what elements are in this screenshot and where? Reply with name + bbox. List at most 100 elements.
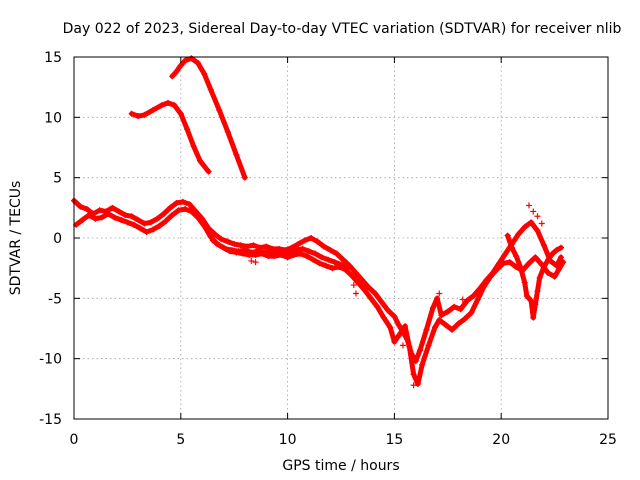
data-point	[299, 245, 306, 252]
data-point	[109, 204, 116, 211]
data-point	[402, 323, 409, 330]
data-point	[470, 292, 477, 299]
data-point	[188, 55, 195, 62]
data-point	[434, 295, 441, 302]
data-point	[177, 62, 184, 69]
data-point	[553, 247, 560, 254]
data-point	[182, 57, 189, 64]
series-end-track	[504, 232, 565, 321]
data-point	[115, 208, 122, 215]
data-point	[344, 265, 351, 272]
data-point	[156, 222, 163, 229]
data-point	[98, 214, 105, 221]
data-point	[171, 102, 178, 109]
data-point	[207, 233, 214, 240]
data-point	[523, 292, 530, 299]
data-point	[96, 207, 103, 214]
data-point	[241, 247, 248, 254]
data-point	[188, 208, 195, 215]
data-point	[173, 200, 180, 207]
data-point	[177, 110, 184, 117]
data-point	[481, 283, 488, 290]
data-point	[517, 263, 524, 270]
data-point	[186, 201, 193, 208]
data-point	[487, 273, 494, 280]
data-point	[211, 231, 218, 238]
data-point	[532, 254, 539, 261]
data-point	[500, 260, 507, 267]
data-point	[367, 295, 374, 302]
data-point	[365, 284, 372, 291]
data-point	[252, 259, 259, 266]
data-point	[513, 253, 520, 260]
data-point	[162, 218, 169, 225]
data-point	[551, 273, 558, 280]
data-point	[532, 301, 539, 308]
y-tick-label: 5	[53, 171, 62, 187]
data-point	[538, 220, 545, 227]
data-point	[158, 102, 165, 109]
data-point	[525, 260, 532, 267]
data-point	[190, 143, 197, 150]
data-point	[216, 107, 223, 114]
data-point	[425, 342, 432, 349]
data-point	[423, 326, 430, 333]
data-point	[545, 269, 552, 276]
series-line	[210, 237, 350, 271]
data-point	[387, 324, 394, 331]
x-tick-label: 10	[279, 432, 297, 448]
data-point	[558, 254, 565, 261]
data-point	[502, 250, 509, 257]
data-point	[216, 242, 223, 249]
data-point	[312, 250, 319, 257]
data-point	[141, 220, 148, 227]
data-point	[128, 110, 135, 117]
data-point	[160, 210, 167, 217]
data-point	[352, 269, 359, 276]
data-point	[380, 314, 387, 321]
data-point	[201, 70, 208, 77]
data-point	[316, 260, 323, 267]
data-point	[391, 338, 398, 345]
data-point	[333, 250, 340, 257]
data-point	[179, 198, 186, 205]
data-point	[224, 128, 231, 135]
data-point	[372, 290, 379, 297]
data-point	[164, 99, 171, 106]
grid-lines	[74, 57, 608, 419]
data-point	[352, 290, 359, 297]
data-point	[124, 219, 131, 226]
data-point	[521, 279, 528, 286]
data-point	[417, 347, 424, 354]
data-point	[111, 214, 118, 221]
y-axis-label: SDTVAR / TECUs	[8, 181, 24, 296]
data-point	[310, 256, 317, 263]
data-point	[130, 221, 137, 228]
data-point	[493, 266, 500, 273]
x-axis-label: GPS time / hours	[282, 458, 399, 474]
data-point	[209, 237, 216, 244]
series-line	[71, 198, 564, 364]
data-point	[83, 206, 90, 213]
data-point	[320, 243, 327, 250]
data-point	[122, 212, 129, 219]
data-point	[254, 248, 261, 255]
data-point	[77, 203, 84, 210]
data-point	[222, 245, 229, 252]
data-point	[286, 250, 293, 257]
data-point	[241, 174, 248, 181]
data-point	[395, 321, 402, 328]
data-point	[135, 216, 142, 223]
data-point	[261, 249, 268, 256]
data-point	[331, 259, 338, 266]
data-point	[406, 343, 413, 350]
data-point	[117, 216, 124, 223]
data-point	[384, 307, 391, 314]
data-point	[525, 202, 532, 209]
data-point	[92, 215, 99, 222]
data-point	[414, 381, 421, 388]
data-point	[391, 313, 398, 320]
data-point	[560, 259, 567, 266]
data-point	[530, 314, 537, 321]
